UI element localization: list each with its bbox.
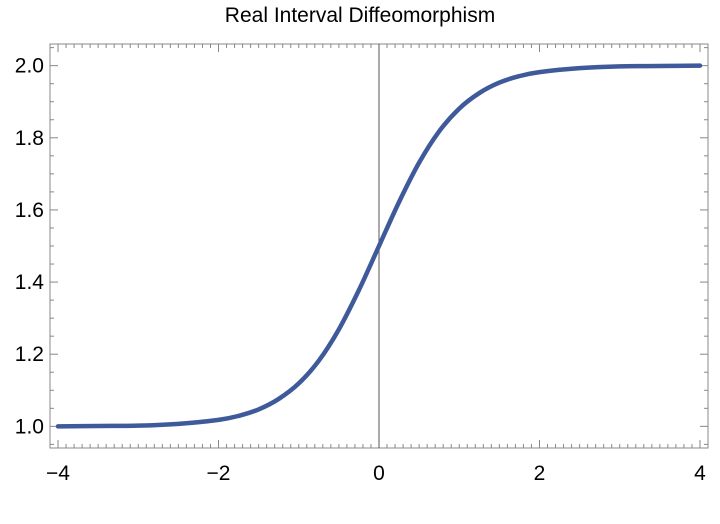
minor-ticks — [49, 44, 709, 448]
y-axis-labels: 1.0 1.2 1.4 1.6 1.8 2.0 — [15, 55, 45, 439]
x-axis-labels: −4 −2 0 2 4 — [46, 462, 706, 485]
x-tick-label: 0 — [373, 462, 385, 485]
series-line — [55, 63, 703, 429]
chart-title: Real Interval Diffeomorphism — [224, 4, 496, 27]
x-tick-label: 4 — [694, 462, 706, 485]
y-tick-label: 2.0 — [15, 55, 44, 78]
x-tick-label: −4 — [46, 462, 70, 485]
y-tick-label: 1.6 — [15, 199, 44, 222]
x-tick-label: −2 — [207, 462, 231, 485]
y-tick-label: 1.2 — [15, 343, 44, 366]
x-tick-label: 2 — [534, 462, 546, 485]
y-tick-label: 1.4 — [15, 271, 45, 294]
series-group — [55, 63, 703, 429]
y-tick-label: 1.0 — [15, 415, 44, 438]
y-tick-label: 1.8 — [15, 127, 44, 150]
